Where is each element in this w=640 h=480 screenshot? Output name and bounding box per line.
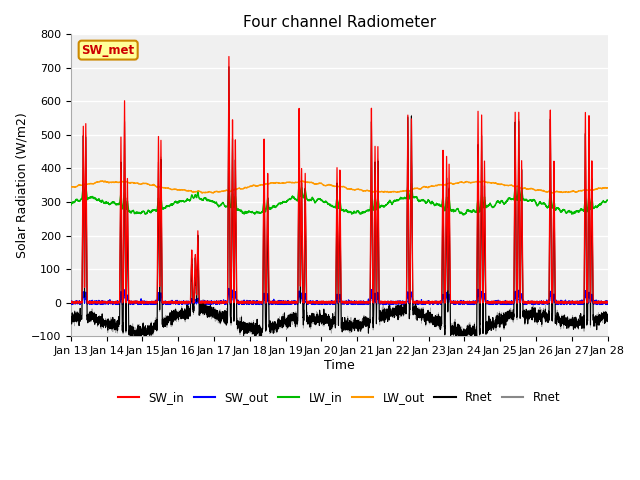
Text: SW_met: SW_met xyxy=(82,44,135,57)
Title: Four channel Radiometer: Four channel Radiometer xyxy=(243,15,436,30)
Legend: SW_in, SW_out, LW_in, LW_out, Rnet, Rnet: SW_in, SW_out, LW_in, LW_out, Rnet, Rnet xyxy=(113,387,565,409)
X-axis label: Time: Time xyxy=(324,359,355,372)
Y-axis label: Solar Radiation (W/m2): Solar Radiation (W/m2) xyxy=(15,112,28,258)
